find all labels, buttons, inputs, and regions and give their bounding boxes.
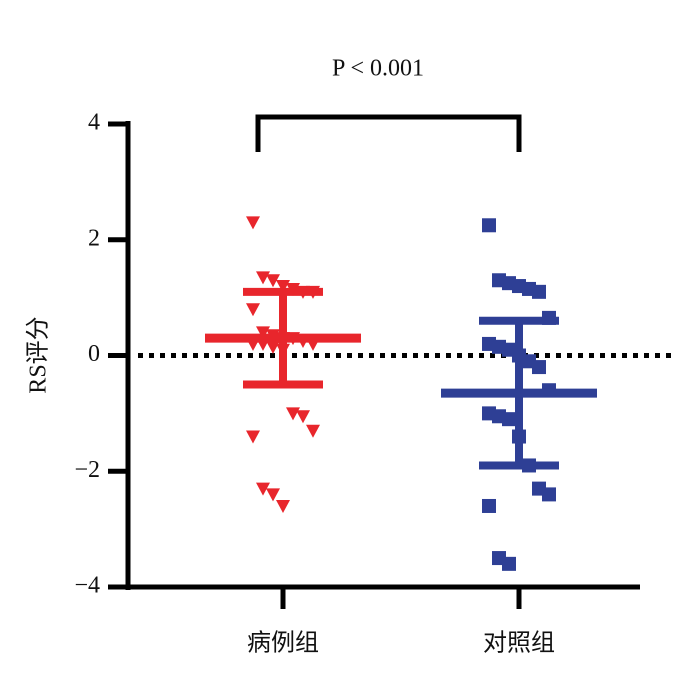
data-point bbox=[266, 488, 280, 502]
y-axis-label: RS评分 bbox=[25, 316, 52, 393]
data-point bbox=[502, 412, 516, 427]
data-point bbox=[256, 271, 270, 285]
data-point bbox=[256, 482, 270, 496]
data-point bbox=[542, 487, 556, 502]
annotation: P < 0.001 bbox=[332, 56, 424, 82]
data-point bbox=[246, 430, 260, 444]
y-tick-label: −2 bbox=[74, 457, 100, 483]
x-tick-label: 对照组 bbox=[483, 630, 555, 657]
x-tick-label: 病例组 bbox=[247, 630, 319, 657]
y-tick-label: 0 bbox=[88, 341, 100, 367]
y-tick-label: 2 bbox=[88, 225, 100, 251]
data-point bbox=[532, 360, 546, 375]
data-point bbox=[306, 424, 320, 438]
data-point bbox=[532, 284, 546, 299]
data-point bbox=[246, 216, 260, 230]
data-point bbox=[482, 218, 496, 233]
y-tick-label: −4 bbox=[74, 573, 100, 599]
data-point bbox=[286, 407, 300, 421]
data-point bbox=[246, 303, 260, 317]
significance-bracket bbox=[255, 114, 522, 152]
data-point bbox=[276, 499, 290, 513]
data-point bbox=[296, 410, 310, 424]
data-point bbox=[266, 274, 280, 288]
y-tick-label: 4 bbox=[88, 110, 100, 136]
data-point bbox=[502, 556, 516, 571]
data-point bbox=[482, 498, 496, 513]
data-point bbox=[266, 340, 280, 354]
